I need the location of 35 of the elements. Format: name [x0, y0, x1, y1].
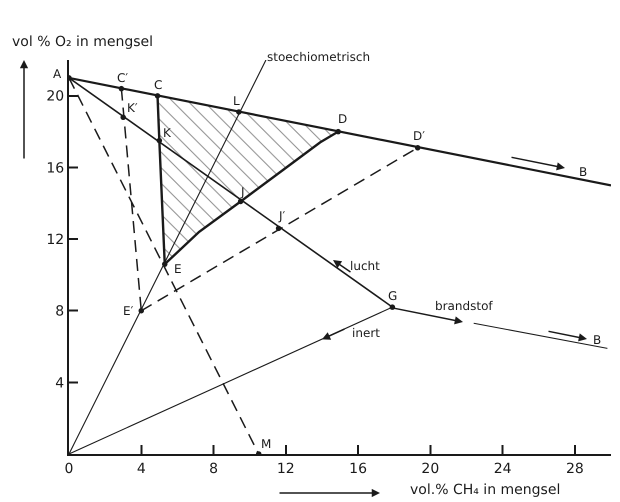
annotation: B	[579, 165, 588, 179]
annotation: B	[593, 333, 602, 347]
annotation: D′	[413, 129, 426, 143]
x-tick-label: 20	[421, 460, 440, 477]
annotation: A	[53, 67, 62, 81]
annotation: stoechiometrisch	[267, 50, 370, 64]
x-tick-label: 8	[209, 460, 218, 477]
x-tick-label: 12	[276, 460, 295, 477]
x-tick-label: 4	[136, 460, 146, 477]
y-axis-title: vol % O₂ in mengsel	[12, 34, 154, 50]
y-tick-label: 4	[55, 375, 64, 392]
annotation: K′	[127, 101, 138, 115]
annotation: inert	[352, 326, 380, 340]
annotation: brandstof	[435, 299, 494, 313]
annotation: J	[240, 185, 245, 199]
annotation: E	[174, 262, 182, 276]
annotation: D	[338, 112, 348, 126]
x-axis-title: vol.% CH₄ in mengsel	[410, 482, 560, 498]
annotation: M	[261, 437, 272, 451]
y-tick-label: 8	[55, 304, 64, 320]
annotation: C	[154, 78, 162, 92]
y-tick-label: 12	[46, 232, 64, 248]
y-tick-label: 20	[46, 88, 64, 105]
annotation: lucht	[350, 259, 380, 273]
annotation: L	[233, 94, 240, 108]
y-tick-label: 16	[46, 160, 64, 176]
annotation: G	[388, 289, 398, 303]
x-tick-label: 16	[349, 460, 368, 477]
annotation: J′	[278, 209, 286, 223]
annotation: E′	[123, 304, 134, 318]
annotation: C′	[117, 71, 128, 85]
x-tick-label: 24	[494, 460, 512, 477]
annotation: K	[163, 126, 172, 140]
x-tick-label: 0	[64, 460, 74, 477]
x-tick-label: 28	[566, 460, 584, 477]
